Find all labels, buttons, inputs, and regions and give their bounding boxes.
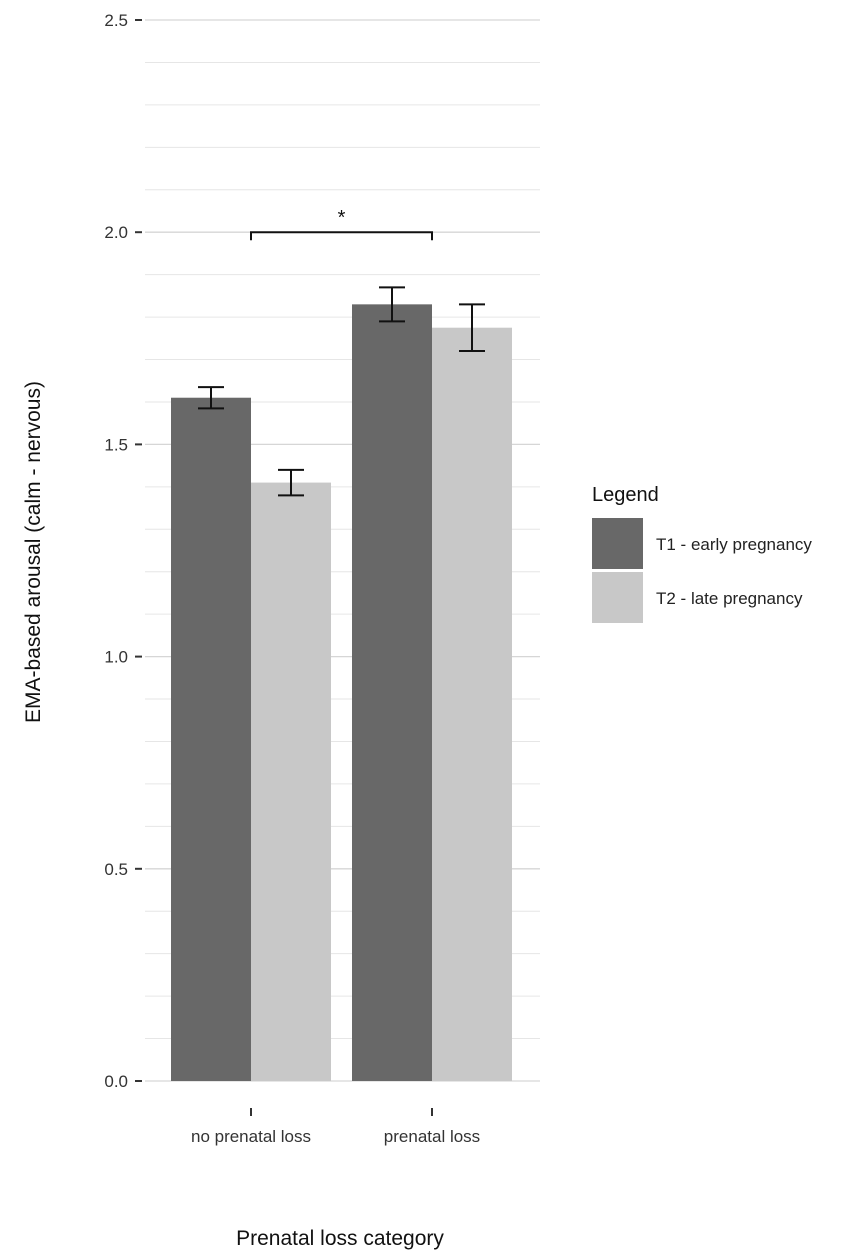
- significance-bracket-line: [250, 231, 433, 241]
- significance-bracket: *: [250, 207, 433, 241]
- y-tick-label: 1.5: [104, 435, 128, 454]
- y-tick-label: 1.0: [104, 648, 128, 667]
- x-tick-label: prenatal loss: [384, 1127, 480, 1146]
- bar: [251, 482, 331, 1081]
- x-axis: no prenatal loss prenatal loss: [191, 1108, 480, 1146]
- legend-title: Legend: [592, 484, 659, 506]
- x-tick-label: no prenatal loss: [191, 1127, 311, 1146]
- legend-swatch: [592, 518, 643, 569]
- y-tick-label: 2.5: [104, 11, 128, 30]
- bar: [352, 304, 432, 1081]
- legend-label: T2 - late pregnancy: [656, 589, 803, 608]
- legend-label: T1 - early pregnancy: [656, 535, 812, 554]
- bar: [432, 327, 512, 1081]
- bars: [171, 304, 512, 1081]
- y-tick-label: 0.0: [104, 1072, 128, 1091]
- legend: Legend T1 - early pregnancy T2 - late pre…: [592, 484, 812, 623]
- y-tick-label: 2.0: [104, 223, 128, 242]
- y-axis-title: EMA-based arousal (calm - nervous): [22, 381, 45, 723]
- error-bars: [198, 286, 485, 497]
- y-axis: 0.0 0.5 1.0 1.5 2.0 2.5: [104, 11, 142, 1091]
- x-axis-title: Prenatal loss category: [236, 1227, 444, 1250]
- legend-swatch: [592, 572, 643, 623]
- bar: [171, 397, 251, 1081]
- y-tick-label: 0.5: [104, 860, 128, 879]
- significance-label: *: [338, 207, 346, 229]
